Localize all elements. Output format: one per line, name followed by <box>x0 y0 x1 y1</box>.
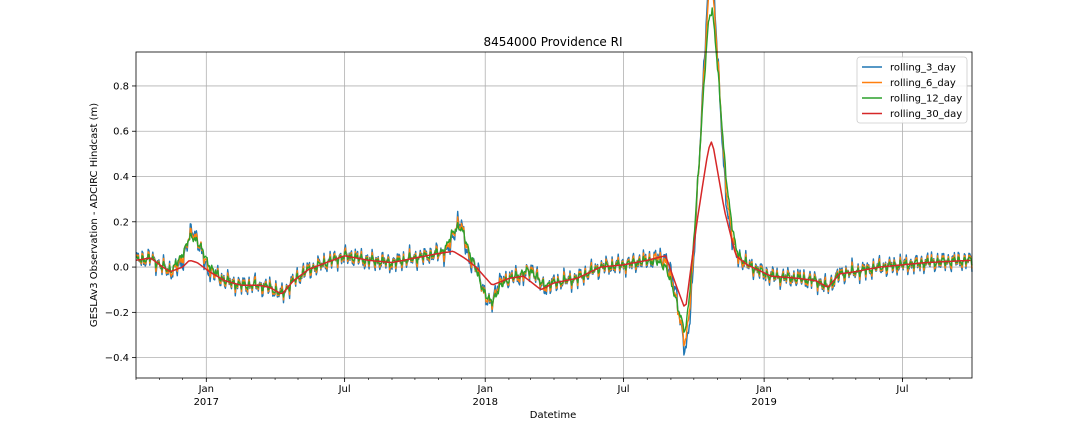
x-tick-label: Jan <box>198 384 214 395</box>
y-tick-label: 0.0 <box>113 263 129 274</box>
x-tick-year-label: 2018 <box>472 397 497 408</box>
x-tick-year-label: 2017 <box>194 397 219 408</box>
legend-label-rolling_30_day: rolling_30_day <box>890 109 962 120</box>
x-tick-label: Jul <box>895 384 908 395</box>
legend-label-rolling_12_day: rolling_12_day <box>890 94 962 105</box>
legend-box <box>856 56 968 124</box>
grid-lines <box>136 52 972 378</box>
y-axis-label: GESLAv3 Observation - ADCIRC Hindcast (m… <box>89 103 100 327</box>
chart-title: 8454000 Providence RI <box>483 35 622 49</box>
y-axis: −0.4 −0.2 0.0 0.2 0.4 0.6 0.8 <box>105 81 136 364</box>
x-tick-year-label: 2019 <box>751 397 776 408</box>
x-tick-label: Jul <box>617 384 630 395</box>
series-line-rolling_30_day <box>135 141 971 307</box>
y-tick-label: −0.2 <box>105 308 129 319</box>
y-tick-label: −0.4 <box>105 353 129 364</box>
y-tick-label: 0.4 <box>113 172 129 183</box>
x-tick-label: Jul <box>338 384 351 395</box>
legend: rolling_3_day rolling_6_day rolling_12_day… <box>856 56 968 124</box>
y-tick-label: 0.8 <box>113 81 129 92</box>
x-axis: Jan 2017 Jul Jan 2018 Jul Jan 2019 Jul <box>135 378 951 408</box>
y-tick-label: 0.2 <box>113 217 129 228</box>
series-lines <box>135 0 973 356</box>
x-tick-label: Jan <box>755 384 771 395</box>
x-tick-label: Jan <box>477 384 493 395</box>
legend-label-rolling_3_day: rolling_3_day <box>890 63 956 74</box>
legend-label-rolling_6_day: rolling_6_day <box>890 78 956 89</box>
y-tick-label: 0.6 <box>113 127 129 138</box>
x-axis-label: Datetime <box>530 410 577 421</box>
